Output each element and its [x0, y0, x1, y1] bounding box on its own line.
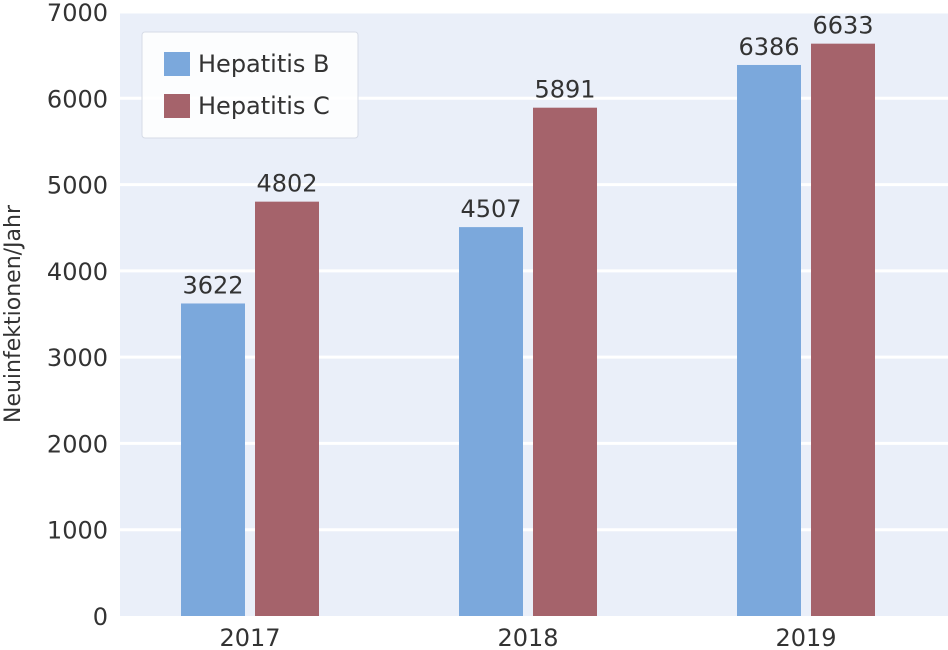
y-tick-label: 0: [93, 603, 108, 631]
x-tick-label: 2018: [497, 624, 558, 650]
data-label: 4802: [256, 170, 317, 198]
data-label: 6633: [812, 12, 873, 40]
x-axis-ticks: 2017 2018 2019: [219, 624, 836, 650]
y-tick-label: 7000: [47, 0, 108, 27]
legend-swatch: [164, 52, 190, 76]
legend-label: Hepatitis B: [198, 50, 330, 78]
legend-label: Hepatitis C: [198, 92, 330, 120]
data-label: 4507: [460, 195, 521, 223]
y-tick-label: 5000: [47, 172, 108, 200]
y-tick-label: 1000: [47, 517, 108, 545]
bar-hepatitis-c-2017: [255, 201, 319, 616]
y-axis-ticks: 0 1000 2000 3000 4000 5000 6000 7000: [47, 0, 108, 631]
x-tick-label: 2017: [219, 624, 280, 650]
y-tick-label: 6000: [47, 85, 108, 113]
legend: Hepatitis B Hepatitis C: [141, 31, 359, 139]
x-tick-label: 2019: [775, 624, 836, 650]
bar-hepatitis-b-2017: [181, 303, 245, 616]
legend-items: Hepatitis B Hepatitis C: [164, 50, 330, 120]
legend-swatch: [164, 94, 190, 118]
bar-hepatitis-c-2018: [533, 107, 597, 616]
y-tick-label: 4000: [47, 258, 108, 286]
y-axis-title: Neuinfektionen/Jahr: [1, 204, 26, 423]
bars: [181, 43, 875, 616]
bar-hepatitis-c-2019: [811, 43, 875, 616]
data-label: 5891: [534, 76, 595, 104]
y-tick-label: 2000: [47, 430, 108, 458]
y-tick-label: 3000: [47, 344, 108, 372]
bar-hepatitis-b-2019: [737, 64, 801, 616]
data-label: 3622: [182, 271, 243, 299]
bar-hepatitis-b-2018: [459, 227, 523, 616]
data-label: 6386: [738, 33, 799, 61]
legend-box: [141, 31, 359, 139]
data-labels: 3622 4802 4507 5891 6386 6633: [182, 12, 873, 300]
